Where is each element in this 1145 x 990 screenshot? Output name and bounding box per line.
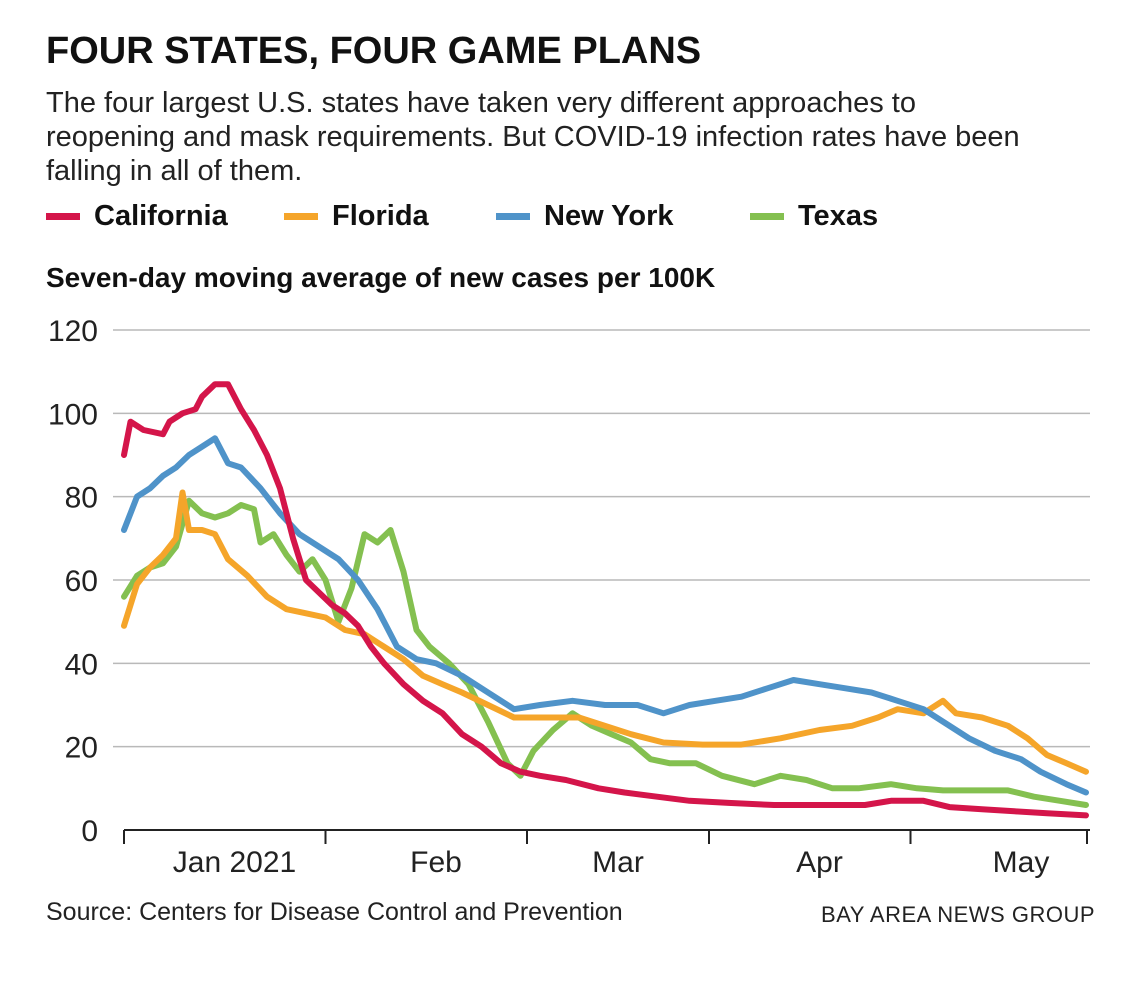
legend-swatch-florida bbox=[284, 213, 318, 220]
series-line-florida bbox=[121, 489, 1089, 775]
source-note: Source: Centers for Disease Control and … bbox=[46, 898, 623, 926]
legend-swatch-california bbox=[46, 213, 80, 220]
x-tick-label: Mar bbox=[592, 846, 644, 879]
legend-label-texas: Texas bbox=[798, 200, 879, 232]
y-tick-label: 80 bbox=[65, 482, 98, 515]
legend-item-california: California bbox=[46, 200, 228, 233]
legend-swatch-new-york bbox=[496, 213, 530, 220]
page-subtitle: The four largest U.S. states have taken … bbox=[46, 87, 1020, 187]
legend-label-california: California bbox=[94, 200, 228, 232]
x-tick-label: Apr bbox=[796, 846, 843, 879]
x-tick-label: May bbox=[993, 846, 1050, 879]
series-line-california bbox=[121, 381, 1089, 819]
series-line-texas bbox=[121, 497, 1089, 808]
y-tick-label: 120 bbox=[48, 315, 98, 348]
x-tick-label: Jan 2021 bbox=[173, 846, 296, 879]
series-line-new-york bbox=[121, 435, 1089, 796]
y-tick-label: 0 bbox=[81, 815, 98, 848]
legend-item-new-york: New York bbox=[496, 200, 673, 233]
legend-item-texas: Texas bbox=[750, 200, 878, 233]
y-tick-label: 60 bbox=[65, 565, 98, 598]
chart-title: Seven-day moving average of new cases pe… bbox=[46, 262, 716, 293]
y-tick-label: 100 bbox=[48, 398, 98, 431]
legend-label-florida: Florida bbox=[332, 200, 429, 232]
page-title: FOUR STATES, FOUR GAME PLANS bbox=[46, 30, 702, 72]
chart-legend: California Florida New York Texas bbox=[46, 200, 1106, 240]
publisher-credit: BAY AREA NEWS GROUP bbox=[821, 902, 1095, 927]
y-tick-label: 40 bbox=[65, 648, 98, 681]
legend-label-new-york: New York bbox=[544, 200, 674, 232]
x-tick-label: Feb bbox=[410, 846, 462, 879]
y-tick-label: 20 bbox=[65, 732, 98, 765]
legend-swatch-texas bbox=[750, 213, 784, 220]
legend-item-florida: Florida bbox=[284, 200, 429, 233]
